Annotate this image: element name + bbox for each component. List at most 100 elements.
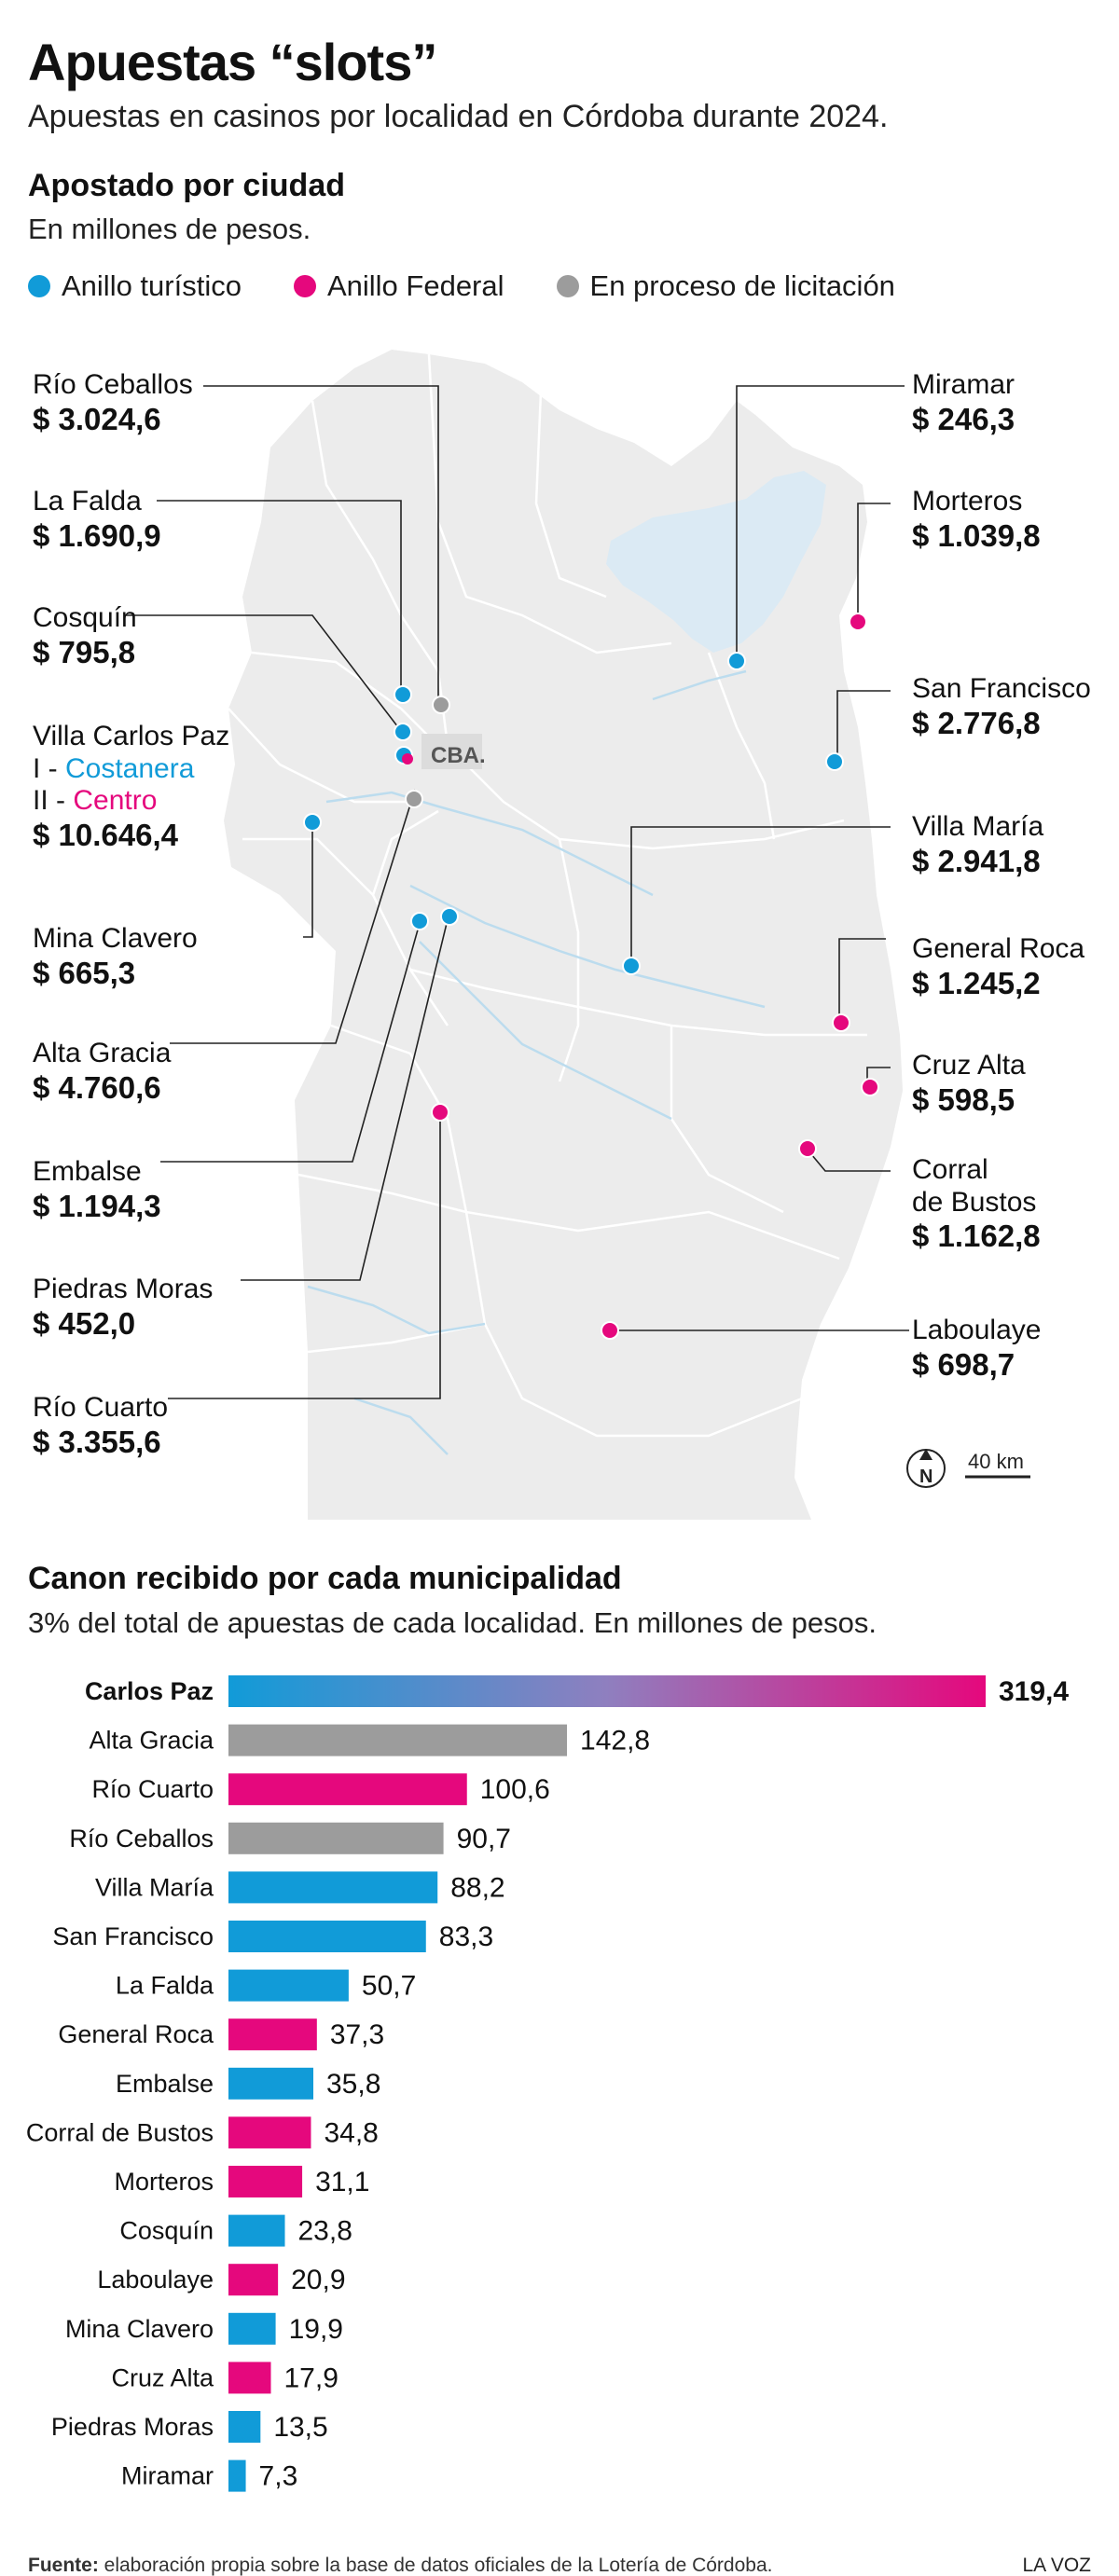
bar-value-label-rio-cuarto: 100,6: [480, 1774, 550, 1805]
legend-item-licitacion: En proceso de licitación: [556, 269, 895, 303]
city-label-rio-cuarto: Río Cuarto $ 3.355,6: [33, 1392, 168, 1459]
city-value: $ 452,0: [33, 1305, 136, 1341]
bar-value-label-alta-gracia: 142,8: [580, 1726, 650, 1756]
city-value: $ 1.690,9: [33, 517, 161, 553]
city-value: $ 10.646,4: [33, 817, 178, 852]
legend-label: Anillo Federal: [326, 269, 504, 302]
city-value: $ 3.355,6: [33, 1424, 161, 1459]
city-value: $ 246,3: [912, 401, 1015, 436]
city-subline-costanera: I - Costanera: [33, 753, 229, 786]
bar-piedras-moras: [228, 2411, 261, 2443]
bar-value-label-piedras-moras: 13,5: [273, 2412, 327, 2443]
mar-chiquita-lake: [606, 471, 826, 653]
city-value: $ 3.024,6: [33, 401, 161, 436]
dot-corral-de-bustos: [798, 1139, 817, 1158]
centro-label: Centro: [73, 785, 158, 816]
city-label-miramar: Miramar $ 246,3: [912, 369, 1015, 436]
city-name: Río Cuarto: [33, 1392, 169, 1423]
canon-bar-chart: Carlos Paz 319,4 Alta Gracia 142,8 Río Cuart…: [26, 1675, 1069, 2492]
source-text: elaboración propia sobre la base de dato…: [98, 2555, 773, 2576]
dot-alta-gracia: [405, 790, 423, 808]
city-name: de Bustos: [912, 1186, 1037, 1218]
dot-mina-clavero: [303, 813, 322, 832]
city-label-corral-de-bustos: Corral de Bustos $ 1.162,8: [912, 1154, 1041, 1254]
city-value: $ 4.760,6: [33, 1069, 161, 1105]
blue-dot-icon: [28, 275, 50, 297]
bar-corral-de-bustos: [228, 2116, 311, 2149]
gray-dot-icon: [556, 275, 579, 297]
source-note: Fuente: elaboración propia sobre la base…: [28, 2555, 772, 2576]
dot-general-roca: [832, 1013, 850, 1032]
dot-piedras-moras: [440, 907, 459, 926]
dot-morteros: [849, 613, 867, 631]
bar-category-label-rio-cuarto: Río Cuarto: [91, 1775, 214, 1803]
bar-category-label-general-roca: General Roca: [58, 2020, 214, 2048]
city-value: $ 2.941,8: [912, 843, 1041, 878]
bar-category-label-piedras-moras: Piedras Moras: [51, 2413, 214, 2441]
dot-rio-ceballos: [432, 696, 450, 714]
dot-san-francisco: [825, 752, 844, 771]
dot-cruz-alta: [861, 1078, 879, 1096]
bar-general-roca: [228, 2018, 317, 2051]
bar-la-falda: [228, 1969, 349, 2002]
bar-value-label-la-falda: 50,7: [362, 1971, 416, 2002]
city-label-cosquin: Cosquín $ 795,8: [33, 602, 137, 669]
city-dots: [303, 613, 879, 1340]
dot-villa-maria: [622, 957, 641, 975]
bar-cruz-alta: [228, 2362, 271, 2394]
city-label-san-francisco: San Francisco $ 2.776,8: [912, 673, 1091, 740]
dot-villa-carlos-paz-centro: [402, 753, 413, 765]
bar-value-label-mina-clavero: 19,9: [289, 2314, 343, 2345]
city-label-villa-carlos-paz: Villa Carlos Paz I - Costanera II - Cent…: [33, 721, 229, 852]
north-arrow-icon: N: [906, 1449, 946, 1488]
city-value: $ 1.245,2: [912, 965, 1041, 1000]
city-value: $ 698,7: [912, 1346, 1015, 1382]
legend-item-federal: Anillo Federal: [293, 269, 504, 303]
legend-label: En proceso de licitación: [589, 269, 895, 302]
capital-label: CBA.: [431, 743, 486, 768]
city-name: Corral: [912, 1154, 988, 1185]
bar-category-label-alta-gracia: Alta Gracia: [89, 1727, 214, 1755]
legend-label: Anillo turístico: [62, 269, 242, 302]
city-value: $ 1.194,3: [33, 1188, 161, 1223]
city-value: $ 665,3: [33, 955, 136, 990]
costanera-label: Costanera: [65, 752, 195, 784]
bar-section-subtitle: 3% del total de apuestas de cada localid…: [28, 1606, 877, 1639]
bar-value-label-cruz-alta: 17,9: [284, 2362, 338, 2393]
scale-label: 40 km: [968, 1450, 1024, 1473]
page-title: Apuestas “slots”: [28, 33, 437, 91]
city-name: Morteros: [912, 486, 1023, 517]
city-value: $ 795,8: [33, 634, 136, 669]
city-value: $ 1.039,8: [912, 517, 1041, 553]
bar-category-label-la-falda: La Falda: [116, 1972, 214, 2000]
source-label: Fuente:: [28, 2555, 99, 2576]
city-label-piedras-moras: Piedras Moras $ 452,0: [33, 1274, 213, 1341]
bar-san-francisco: [228, 1921, 426, 1952]
city-name: Mina Clavero: [33, 923, 198, 954]
city-label-morteros: Morteros $ 1.039,8: [912, 486, 1041, 553]
dot-laboulaye: [601, 1321, 619, 1340]
subline-prefix: II -: [33, 785, 74, 816]
bar-cosquin: [228, 2214, 285, 2247]
bar-alta-gracia: [228, 1724, 568, 1756]
legend: Anillo turístico Anillo Federal En proce…: [28, 268, 947, 305]
bar-category-label-villa-maria: Villa María: [95, 1873, 214, 1901]
bar-value-label-morteros: 31,1: [315, 2167, 369, 2197]
dot-la-falda: [394, 685, 412, 704]
leader-lines: [126, 385, 909, 1399]
bar-category-label-carlos-paz: Carlos Paz: [85, 1677, 214, 1705]
bar-value-label-cosquin: 23,8: [298, 2216, 352, 2247]
city-name: Miramar: [912, 369, 1015, 400]
bar-category-label-corral-de-bustos: Corral de Bustos: [26, 2118, 214, 2146]
city-label-villa-maria: Villa María $ 2.941,8: [912, 811, 1043, 878]
city-name: Embalse: [33, 1156, 142, 1187]
bar-value-label-villa-maria: 88,2: [450, 1872, 504, 1903]
legend-item-turistico: Anillo turístico: [28, 269, 242, 303]
dot-rio-cuarto: [431, 1103, 449, 1122]
city-name: Río Ceballos: [33, 369, 193, 400]
city-value: $ 1.162,8: [912, 1219, 1041, 1253]
city-label-cruz-alta: Cruz Alta $ 598,5: [912, 1050, 1026, 1117]
city-label-alta-gracia: Alta Gracia $ 4.760,6: [33, 1038, 171, 1105]
city-name: Villa Carlos Paz: [33, 721, 230, 751]
page-subtitle: Apuestas en casinos por localidad en Cór…: [28, 99, 889, 134]
